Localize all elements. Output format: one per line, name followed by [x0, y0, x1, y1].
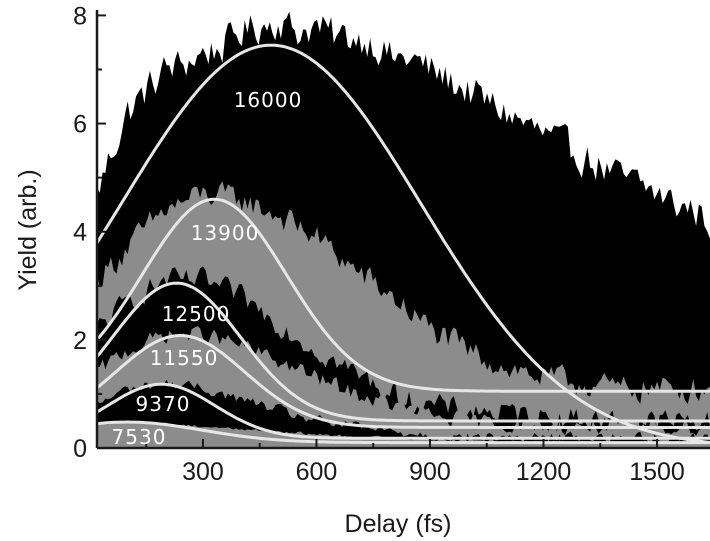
curve-label-12500: 12500 [162, 302, 231, 326]
fit-curve-9370 [97, 382, 710, 440]
y-axis-title: Yield (arb.) [14, 169, 42, 290]
curve-label-11550: 11550 [150, 346, 219, 370]
x-tick-label: 300 [182, 458, 224, 486]
y-tick-label: 8 [73, 2, 87, 30]
data-area-7530 [97, 420, 710, 448]
x-tick-label: 1500 [629, 458, 685, 486]
x-tick-label: 900 [409, 458, 451, 486]
fit-curve-11550 [97, 333, 710, 429]
x-tick-label: 600 [296, 458, 338, 486]
y-tick-label: 6 [73, 111, 87, 139]
fit-curve-7530 [97, 420, 710, 445]
x-tick-label: 1200 [516, 458, 572, 486]
fit-curves [97, 43, 710, 445]
x-axis-title: Delay (fs) [345, 510, 452, 538]
axes [95, 10, 710, 450]
tick-labels: 0 2 4 6 8 300 600 900 1200 1500 [73, 2, 685, 486]
y-tick-label: 2 [73, 327, 87, 355]
y-tick-label: 0 [73, 435, 87, 463]
curve-label-16000: 16000 [234, 88, 303, 112]
fit-curve-12500 [97, 281, 710, 423]
data-area-fills [97, 11, 710, 448]
curve-label-13900: 13900 [191, 221, 260, 245]
fit-curve-16000 [97, 43, 710, 444]
curve-label-9370: 9370 [136, 392, 191, 416]
curve-label-7530: 7530 [112, 425, 167, 449]
curve-labels: 16000 13900 12500 11550 9370 7530 [112, 88, 303, 449]
y-tick-label: 4 [73, 219, 87, 247]
fit-curve-13900 [97, 197, 710, 393]
